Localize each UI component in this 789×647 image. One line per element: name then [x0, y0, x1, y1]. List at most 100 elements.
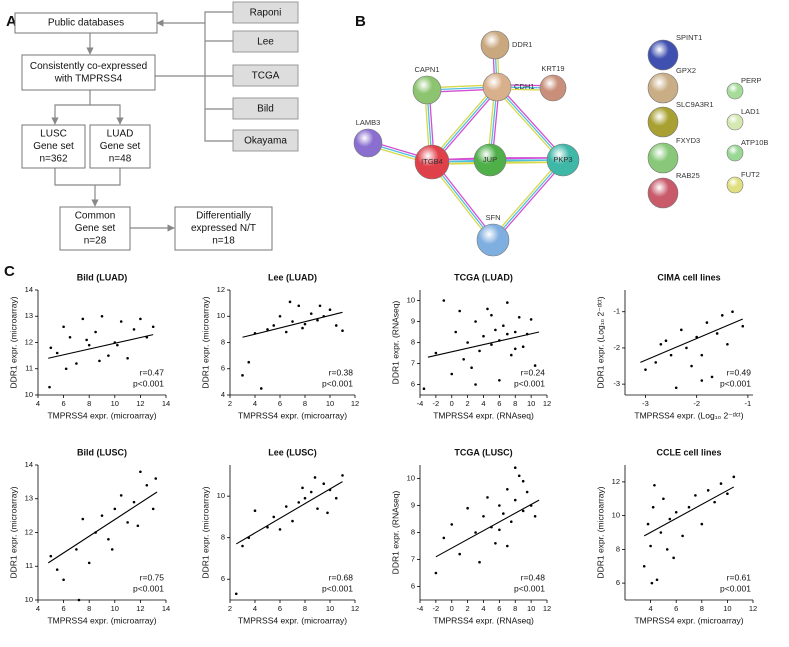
data-point: [533, 515, 537, 518]
x-tick-label: 6: [674, 604, 678, 613]
node-label: SFN: [486, 213, 501, 222]
x-tick-label: 4: [253, 604, 257, 613]
data-point: [506, 301, 509, 304]
data-point: [301, 326, 304, 330]
data-point: [662, 497, 665, 501]
data-point: [509, 520, 513, 523]
x-tick-label: 4: [649, 604, 653, 613]
data-point: [646, 522, 650, 526]
annotation: p<0.001: [720, 583, 751, 593]
data-point: [139, 470, 142, 474]
flow-text: LUAD: [107, 129, 134, 140]
node-label: SLC9A3R1: [676, 100, 714, 109]
x-tick-label: 6: [62, 604, 66, 613]
data-point: [494, 328, 497, 332]
x-tick-label: 2: [466, 399, 470, 408]
y-tick-label: 12: [612, 477, 620, 486]
network-edge: [494, 161, 566, 242]
database-box: [232, 64, 299, 87]
network-node: [726, 176, 744, 194]
y-axis-label: DDR1 expr. (RNAseq): [390, 491, 400, 575]
fit-line: [643, 486, 735, 537]
fit-line: [235, 481, 343, 545]
data-point: [107, 537, 110, 541]
data-point: [680, 328, 683, 332]
data-point: [494, 542, 497, 545]
x-tick-label: 8: [513, 604, 517, 613]
x-tick-label: 6: [278, 604, 282, 613]
data-point: [726, 343, 729, 346]
node-label: PKP3: [553, 155, 572, 164]
node-label: DDR1: [512, 40, 532, 49]
annotation: p<0.001: [514, 378, 545, 388]
data-point: [458, 552, 461, 556]
y-tick-label: -1: [613, 307, 620, 316]
x-tick-label: 12: [543, 399, 551, 408]
flow-connectors: [51, 11, 233, 232]
data-point: [87, 561, 91, 565]
data-point: [272, 515, 276, 519]
data-point: [513, 330, 517, 334]
data-point: [672, 556, 675, 560]
network-node: [353, 128, 383, 158]
x-tick-label: 0: [450, 399, 454, 408]
data-point: [272, 324, 276, 327]
data-point: [49, 554, 53, 558]
data-point: [85, 338, 88, 342]
data-point: [719, 482, 723, 485]
data-point: [55, 351, 59, 355]
network-edge: [498, 85, 566, 159]
x-tick-label: 10: [111, 399, 119, 408]
data-point: [710, 375, 714, 379]
database-label: TCGA: [252, 71, 280, 82]
data-point: [690, 364, 693, 368]
x-tick-label: 2: [228, 604, 232, 613]
database-label: Lee: [257, 37, 274, 48]
data-point: [525, 490, 529, 494]
y-tick-label: 14: [25, 460, 33, 469]
data-point: [720, 314, 724, 317]
flow-text: with TMPRSS4: [54, 73, 123, 84]
data-point: [474, 383, 477, 386]
data-point: [284, 330, 288, 334]
data-point: [502, 512, 505, 515]
data-point: [642, 564, 646, 568]
data-point: [529, 318, 533, 321]
network-node: [726, 82, 744, 100]
data-point: [715, 332, 719, 335]
data-point: [486, 496, 489, 499]
data-point: [291, 519, 294, 523]
data-point: [94, 330, 97, 334]
x-tick-label: -2: [693, 399, 700, 408]
data-point: [490, 313, 493, 317]
plot-title: TCGA (LUSC): [454, 447, 512, 457]
data-point: [685, 346, 688, 350]
flow-text: Differentially: [196, 211, 251, 222]
data-point: [474, 320, 477, 323]
plot-title: CIMA cell lines: [657, 272, 720, 282]
y-tick-label: 6: [221, 364, 225, 373]
y-tick-label: 10: [217, 491, 225, 500]
data-point: [502, 324, 505, 328]
data-point: [136, 524, 140, 528]
data-point: [241, 544, 244, 548]
flow-text: Gene set: [100, 141, 141, 152]
x-tick-label: 12: [543, 604, 551, 613]
data-point: [145, 483, 149, 487]
x-tick-label: 12: [351, 399, 359, 408]
data-point: [474, 531, 477, 534]
node-label: GPX2: [676, 66, 696, 75]
data-point: [498, 379, 501, 382]
y-tick-label: 6: [221, 574, 225, 583]
data-point: [119, 320, 123, 323]
data-point: [309, 312, 313, 315]
x-tick-label: 8: [700, 604, 704, 613]
node-label: ATP10B: [741, 138, 768, 147]
data-point: [297, 501, 301, 504]
data-point: [434, 571, 438, 575]
data-point: [75, 548, 78, 551]
data-point: [81, 317, 85, 321]
y-tick-label: 9: [411, 316, 415, 325]
database-box: [232, 1, 299, 24]
data-point: [644, 368, 647, 371]
